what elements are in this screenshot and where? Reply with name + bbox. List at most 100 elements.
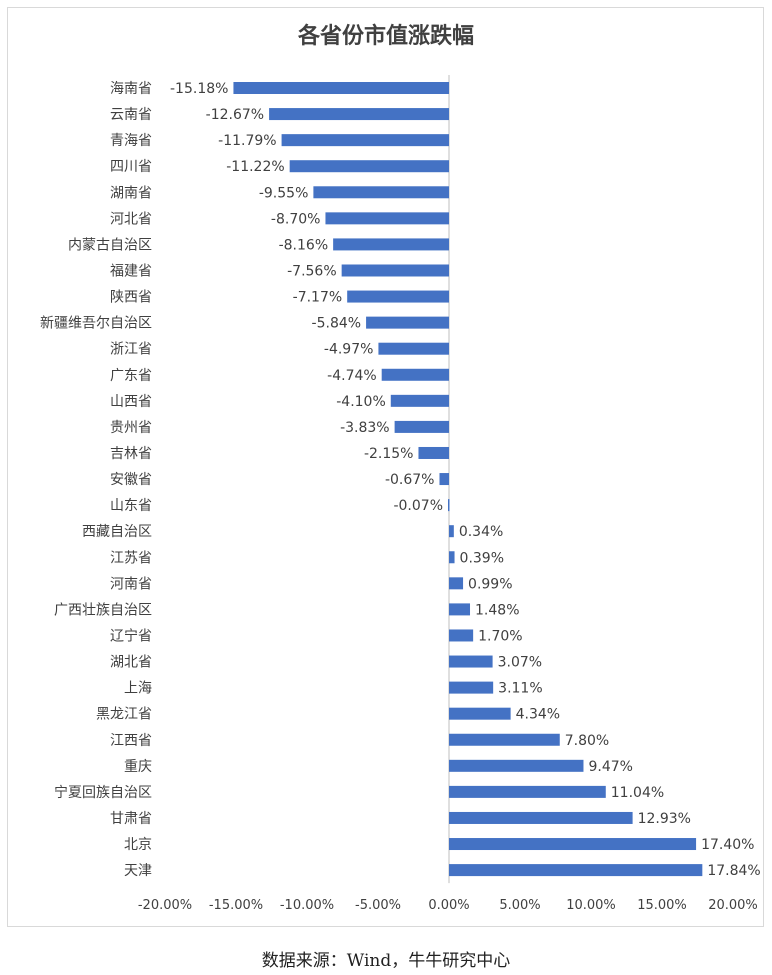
- category-label: 海南省: [110, 81, 152, 97]
- data-label: 0.39%: [460, 550, 504, 566]
- x-tick-label: 0.00%: [428, 898, 469, 913]
- bar: [366, 316, 449, 329]
- bar: [449, 707, 511, 720]
- category-label: 新疆维吾尔自治区: [40, 316, 152, 332]
- bar: [449, 864, 703, 877]
- data-label: -7.17%: [293, 290, 343, 306]
- x-tick-label: 15.00%: [637, 898, 687, 913]
- bar: [449, 759, 584, 772]
- bar: [449, 838, 697, 851]
- bar: [418, 446, 449, 459]
- data-label: 0.99%: [468, 576, 512, 592]
- x-tick-label: 20.00%: [708, 898, 758, 913]
- category-label: 广东省: [110, 368, 152, 384]
- bar: [269, 108, 449, 121]
- bar: [281, 134, 449, 147]
- data-label: 0.34%: [459, 524, 503, 540]
- data-label: -4.10%: [336, 394, 386, 410]
- x-tick-label: 5.00%: [499, 898, 540, 913]
- category-label: 江苏省: [110, 550, 152, 566]
- data-label: 17.40%: [701, 837, 754, 853]
- chart-title: 各省份市值涨跌幅: [297, 23, 474, 49]
- category-label: 甘肃省: [110, 811, 152, 827]
- data-label: -8.70%: [271, 211, 321, 227]
- data-label: 4.34%: [516, 707, 560, 723]
- data-label: 1.48%: [475, 602, 519, 618]
- data-label: -4.97%: [324, 342, 374, 358]
- bar: [449, 577, 464, 590]
- data-label: 7.80%: [565, 733, 609, 749]
- category-label: 重庆: [124, 759, 152, 775]
- category-label: 内蒙古自治区: [68, 237, 152, 253]
- data-label: -15.18%: [170, 81, 228, 97]
- bar: [449, 811, 633, 824]
- bar: [347, 290, 449, 303]
- data-label: -12.67%: [206, 107, 264, 123]
- category-label: 山东省: [110, 498, 152, 514]
- category-label: 青海省: [110, 133, 152, 149]
- bar: [313, 186, 449, 199]
- category-label: 山西省: [110, 394, 152, 410]
- bar: [449, 655, 493, 668]
- category-label: 吉林省: [110, 446, 152, 462]
- bar: [394, 420, 449, 433]
- data-label: -5.84%: [312, 316, 362, 332]
- data-label: -8.16%: [279, 237, 329, 253]
- category-label: 贵州省: [110, 420, 152, 436]
- bar: [233, 82, 449, 94]
- bar: [390, 394, 449, 407]
- category-label: 湖南省: [110, 185, 152, 201]
- data-label: -0.67%: [385, 472, 435, 488]
- bar: [341, 264, 449, 277]
- bar: [448, 499, 450, 512]
- bar: [449, 525, 454, 538]
- data-label: 1.70%: [478, 628, 522, 644]
- data-label: 3.11%: [498, 681, 542, 697]
- data-label: 12.93%: [638, 811, 691, 827]
- x-tick-label: -10.00%: [280, 898, 334, 913]
- data-label: -7.56%: [287, 263, 337, 279]
- category-label: 浙江省: [110, 342, 152, 358]
- category-label: 北京: [124, 837, 152, 853]
- category-label: 黑龙江省: [96, 707, 152, 723]
- category-label: 辽宁省: [110, 627, 152, 644]
- data-label: 17.84%: [707, 863, 760, 879]
- x-tick-label: -5.00%: [355, 898, 401, 913]
- category-label: 河南省: [110, 576, 152, 592]
- category-label: 江西省: [110, 733, 152, 749]
- data-label: -9.55%: [259, 185, 309, 201]
- category-label: 西藏自治区: [82, 524, 152, 540]
- bar: [449, 733, 560, 746]
- category-label: 上海: [124, 681, 152, 697]
- x-tick-label: -15.00%: [209, 898, 263, 913]
- bar: [381, 368, 449, 381]
- data-label: -2.15%: [364, 446, 414, 462]
- category-label: 宁夏回族自治区: [54, 784, 152, 801]
- x-tick-label: 10.00%: [566, 898, 616, 913]
- bar: [333, 238, 449, 251]
- category-label: 湖北省: [110, 655, 152, 671]
- bar: [378, 342, 449, 355]
- category-label: 四川省: [110, 159, 152, 175]
- bar: [325, 212, 449, 225]
- category-label: 云南省: [110, 107, 152, 123]
- bar: [449, 785, 606, 798]
- x-tick-label: -20.00%: [138, 898, 192, 913]
- category-label: 福建省: [110, 263, 152, 279]
- category-label: 广西壮族自治区: [54, 602, 152, 618]
- bar: [449, 551, 455, 564]
- category-label: 天津: [124, 863, 152, 879]
- source-note: 数据来源：Wind，牛牛研究中心: [261, 951, 511, 971]
- category-label: 安徽省: [110, 472, 152, 488]
- data-label: -3.83%: [340, 420, 390, 436]
- data-label: 9.47%: [588, 759, 632, 775]
- data-label: -11.22%: [226, 159, 284, 175]
- data-label: -4.74%: [327, 368, 377, 384]
- category-label: 陕西省: [110, 290, 152, 306]
- bar: [449, 681, 494, 694]
- bar: [449, 629, 474, 642]
- data-label: 11.04%: [611, 785, 664, 801]
- bar: [449, 603, 471, 616]
- category-label: 河北省: [110, 211, 152, 227]
- data-label: -11.79%: [218, 133, 276, 149]
